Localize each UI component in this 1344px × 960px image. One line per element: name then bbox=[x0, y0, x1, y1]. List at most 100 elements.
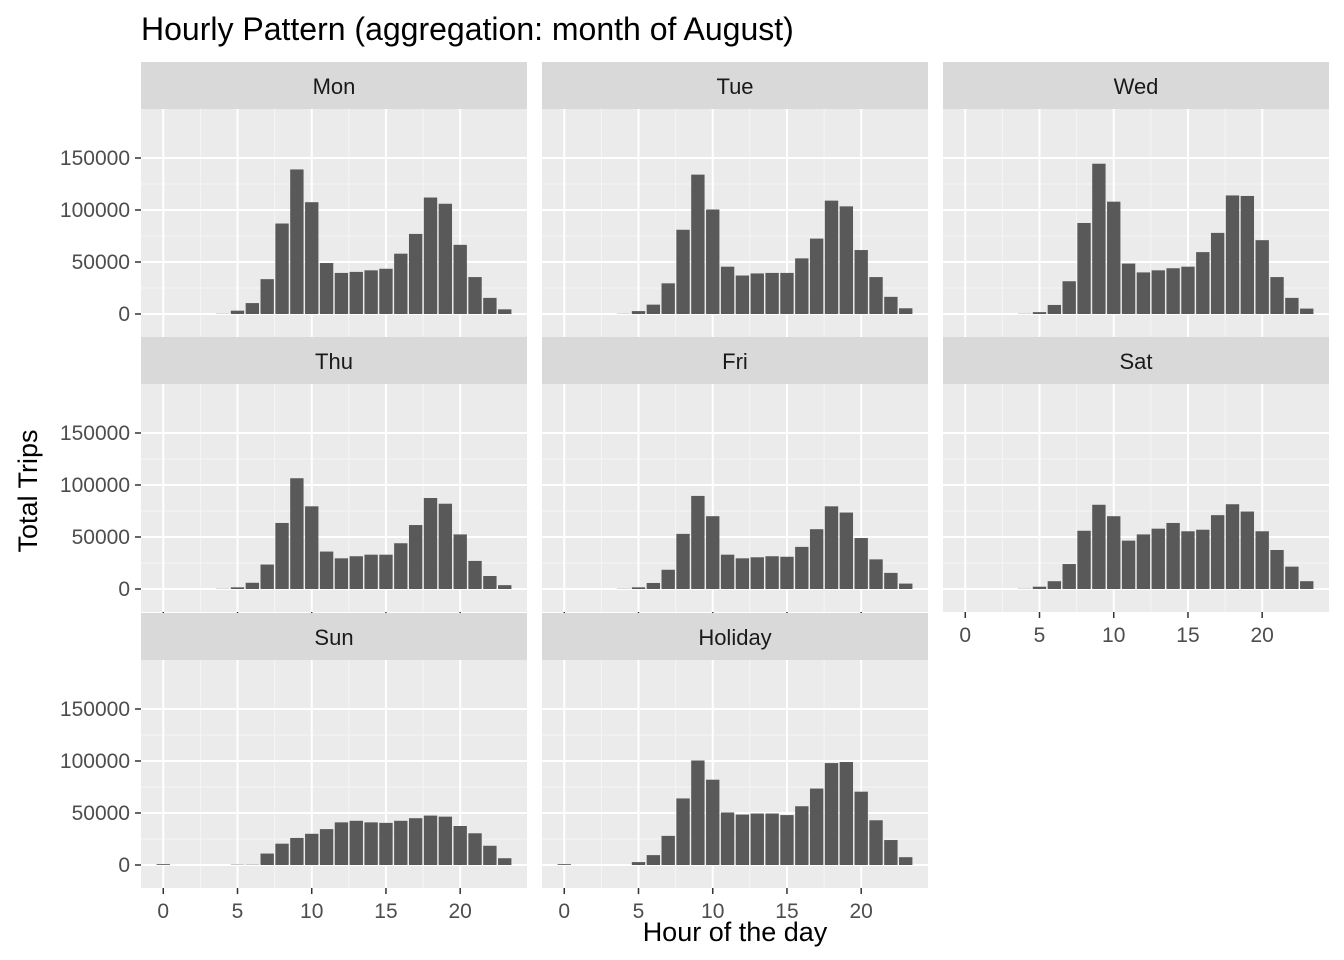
bar bbox=[468, 277, 482, 314]
bar bbox=[453, 244, 467, 314]
bar bbox=[854, 791, 868, 865]
y-tick-label: 50000 bbox=[72, 802, 130, 825]
bar bbox=[394, 820, 408, 865]
bar bbox=[334, 822, 349, 865]
panel-wed: Wed bbox=[943, 62, 1329, 343]
panel-fri: Fri bbox=[542, 337, 928, 618]
bar bbox=[245, 303, 260, 314]
bar bbox=[884, 840, 898, 865]
x-tick-label: 5 bbox=[232, 900, 244, 923]
bar bbox=[498, 858, 512, 865]
bar bbox=[750, 273, 764, 314]
panel-sat: Sat 0 5 10 15 20 bbox=[943, 337, 1329, 647]
y-tick-label: 100000 bbox=[60, 199, 130, 222]
strip-background bbox=[141, 62, 527, 109]
bar bbox=[438, 503, 453, 589]
bar bbox=[1151, 528, 1165, 589]
bar bbox=[349, 820, 363, 865]
bar bbox=[379, 268, 393, 314]
strip-label: Tue bbox=[716, 74, 753, 99]
bar bbox=[854, 250, 868, 314]
strip-label: Thu bbox=[315, 349, 353, 374]
bar bbox=[646, 582, 661, 589]
bar bbox=[557, 864, 571, 865]
panel-holiday: Holiday 0 5 10 15 20 bbox=[542, 613, 928, 923]
x-tick-label: 10 bbox=[701, 900, 724, 923]
bar bbox=[364, 822, 378, 865]
bar bbox=[720, 812, 735, 865]
strip-label: Holiday bbox=[698, 625, 771, 650]
bar bbox=[839, 206, 854, 314]
bar bbox=[1136, 272, 1151, 314]
bar bbox=[735, 275, 750, 314]
bar bbox=[1240, 195, 1255, 314]
bar bbox=[839, 762, 854, 865]
bar bbox=[1136, 534, 1151, 589]
bar bbox=[765, 556, 779, 589]
bar bbox=[483, 576, 497, 589]
bar bbox=[854, 538, 868, 589]
bar bbox=[498, 585, 512, 589]
bar bbox=[1107, 516, 1121, 589]
bar bbox=[245, 582, 260, 589]
bar bbox=[1121, 263, 1136, 314]
bar bbox=[1181, 266, 1195, 314]
bar bbox=[1032, 312, 1047, 314]
x-tick-label: 15 bbox=[775, 900, 798, 923]
bar bbox=[809, 238, 824, 314]
bar bbox=[884, 572, 898, 589]
bar bbox=[453, 826, 467, 865]
x-tick-label: 10 bbox=[300, 900, 323, 923]
bar bbox=[765, 813, 779, 865]
bar bbox=[1270, 277, 1284, 314]
bar bbox=[319, 551, 334, 589]
bar bbox=[453, 534, 467, 589]
bar bbox=[646, 855, 661, 865]
bar bbox=[483, 297, 497, 314]
bar bbox=[379, 554, 393, 589]
bar bbox=[1225, 504, 1240, 589]
bar bbox=[735, 558, 750, 589]
bar bbox=[1062, 281, 1076, 314]
strip-label: Fri bbox=[722, 349, 748, 374]
bar bbox=[839, 512, 854, 589]
bar bbox=[1225, 195, 1240, 314]
strip-background bbox=[141, 613, 527, 660]
bar bbox=[1047, 581, 1062, 589]
bar bbox=[1151, 270, 1165, 314]
x-tick-label: 0 bbox=[959, 624, 971, 647]
bar bbox=[706, 209, 720, 314]
bar bbox=[780, 815, 794, 865]
bar bbox=[706, 779, 720, 865]
bar bbox=[795, 546, 809, 589]
bar bbox=[631, 862, 646, 865]
bar bbox=[260, 279, 274, 314]
y-tick-label: 50000 bbox=[72, 526, 130, 549]
y-axis-title: Total Trips bbox=[13, 429, 43, 552]
bar bbox=[1300, 581, 1314, 589]
bar bbox=[735, 814, 750, 865]
x-tick-label: 20 bbox=[449, 900, 472, 923]
panel-sun: Sun 0 50000 100000 150000 0 5 10 15 20 bbox=[60, 613, 527, 923]
y-tick-label: 150000 bbox=[60, 422, 130, 445]
panel-tue: Tue bbox=[542, 62, 928, 343]
bar bbox=[646, 304, 661, 314]
bar bbox=[1196, 529, 1210, 589]
strip-label: Sat bbox=[1119, 349, 1152, 374]
strip-background bbox=[542, 62, 928, 109]
bar bbox=[230, 587, 245, 589]
bar bbox=[275, 522, 289, 589]
bar bbox=[1300, 308, 1314, 314]
bar bbox=[899, 583, 913, 589]
bar bbox=[408, 818, 423, 865]
bar bbox=[305, 506, 319, 589]
bar bbox=[1196, 252, 1210, 314]
bar bbox=[1285, 566, 1299, 589]
bar bbox=[1255, 240, 1269, 314]
bar bbox=[319, 263, 334, 314]
x-tick-label: 0 bbox=[558, 900, 570, 923]
bar bbox=[706, 516, 720, 589]
panel-mon: Mon 0 50000 100000 150000 bbox=[60, 62, 527, 343]
bar bbox=[364, 270, 378, 314]
bar bbox=[1062, 564, 1076, 589]
